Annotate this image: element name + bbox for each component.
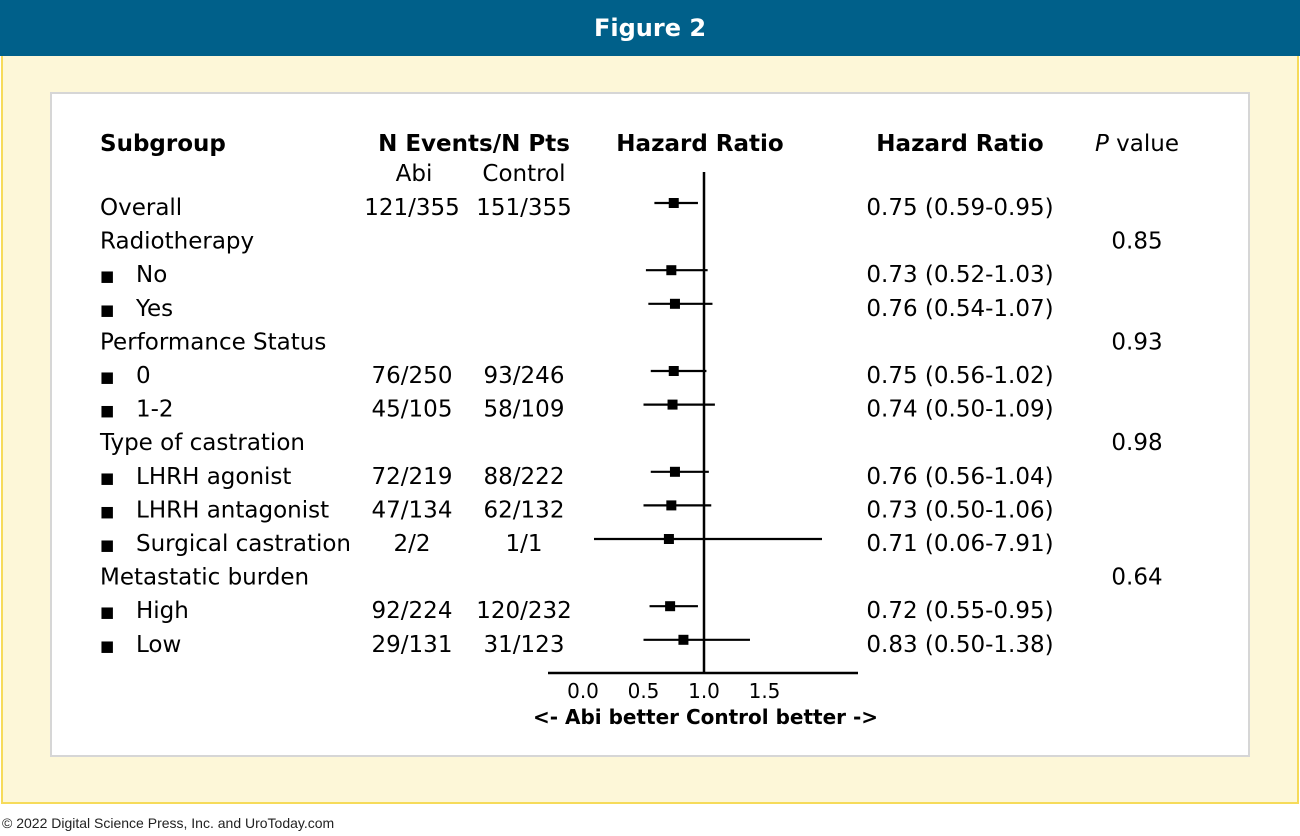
row-label: LHRH agonist bbox=[136, 464, 291, 490]
x-tick-label: 0.0 bbox=[567, 679, 599, 703]
row-label: 1-2 bbox=[136, 397, 174, 423]
hr-point bbox=[666, 265, 677, 276]
row-hr-text: 0.76 (0.56-1.04) bbox=[866, 464, 1053, 490]
row-p-value: 0.98 bbox=[1111, 430, 1162, 456]
row-bullet: ■ bbox=[100, 368, 114, 386]
row-label: Overall bbox=[100, 195, 182, 221]
row-abi: 29/131 bbox=[372, 632, 453, 658]
row-control: 93/246 bbox=[484, 363, 565, 389]
x-tick-label: 1.5 bbox=[749, 679, 781, 703]
row-abi: 2/2 bbox=[393, 531, 430, 557]
row-hr-text: 0.73 (0.52-1.03) bbox=[866, 262, 1053, 288]
row-bullet: ■ bbox=[100, 469, 114, 487]
hr-point bbox=[663, 534, 674, 544]
hr-point bbox=[669, 466, 680, 477]
row-abi: 121/355 bbox=[364, 195, 460, 221]
row-label: Yes bbox=[135, 296, 173, 322]
x-tick-label: 0.5 bbox=[628, 679, 660, 703]
row-control: 120/232 bbox=[476, 598, 572, 624]
hr-point bbox=[667, 399, 678, 410]
hr-point bbox=[666, 500, 677, 511]
row-label: LHRH antagonist bbox=[136, 497, 329, 523]
figure-title: Figure 2 bbox=[593, 14, 707, 42]
row-abi: 47/134 bbox=[372, 497, 453, 523]
header-abi: Abi bbox=[396, 161, 433, 187]
p-rest: value bbox=[1109, 131, 1179, 157]
row-p-value: 0.85 bbox=[1111, 229, 1162, 255]
row-bullet: ■ bbox=[100, 301, 114, 319]
row-label: Low bbox=[136, 632, 181, 658]
row-abi: 76/250 bbox=[372, 363, 453, 389]
x-tick-label: 1.0 bbox=[688, 679, 720, 703]
row-label: Metastatic burden bbox=[100, 565, 309, 591]
row-control: 31/123 bbox=[484, 632, 565, 658]
row-label: High bbox=[136, 598, 189, 624]
row-hr-text: 0.73 (0.50-1.06) bbox=[866, 497, 1053, 523]
row-bullet: ■ bbox=[100, 267, 114, 285]
row-abi: 92/224 bbox=[372, 598, 453, 624]
row-control: 151/355 bbox=[476, 195, 572, 221]
copyright-footer: © 2022 Digital Science Press, Inc. and U… bbox=[2, 815, 335, 831]
row-bullet: ■ bbox=[100, 603, 114, 621]
row-hr-text: 0.75 (0.56-1.02) bbox=[866, 363, 1053, 389]
row-hr-text: 0.72 (0.55-0.95) bbox=[866, 598, 1053, 624]
row-control: 62/132 bbox=[484, 497, 565, 523]
x-label-abi-better: <- Abi better bbox=[533, 705, 679, 729]
row-hr-text: 0.71 (0.06-7.91) bbox=[866, 531, 1053, 557]
row-label: No bbox=[136, 262, 167, 288]
hr-point bbox=[665, 601, 676, 612]
row-label: 0 bbox=[136, 363, 151, 389]
header-subgroup: Subgroup bbox=[100, 131, 226, 157]
hr-point bbox=[678, 634, 689, 645]
header-hazard-ratio-value: Hazard Ratio bbox=[876, 131, 1043, 157]
row-label: Radiotherapy bbox=[100, 229, 254, 255]
hr-point bbox=[668, 198, 679, 208]
row-label: Performance Status bbox=[100, 329, 326, 355]
header-n-events: N Events/N Pts bbox=[378, 131, 570, 157]
row-hr-text: 0.83 (0.50-1.38) bbox=[866, 632, 1053, 658]
figure-header: Figure 2 bbox=[0, 0, 1300, 56]
header-p-value: P value bbox=[1095, 131, 1179, 157]
row-bullet: ■ bbox=[100, 637, 114, 655]
row-control: 58/109 bbox=[484, 397, 565, 423]
row-p-value: 0.93 bbox=[1111, 329, 1162, 355]
hr-point bbox=[668, 366, 679, 376]
row-p-value: 0.64 bbox=[1111, 565, 1162, 591]
row-bullet: ■ bbox=[100, 536, 114, 554]
p-italic: P bbox=[1095, 131, 1109, 157]
row-hr-text: 0.74 (0.50-1.09) bbox=[866, 397, 1053, 423]
row-control: 88/222 bbox=[484, 464, 565, 490]
row-control: 1/1 bbox=[505, 531, 542, 557]
row-label: Surgical castration bbox=[136, 531, 351, 557]
hr-point bbox=[669, 298, 680, 309]
row-label: Type of castration bbox=[99, 430, 305, 456]
row-hr-text: 0.76 (0.54-1.07) bbox=[866, 296, 1053, 322]
row-bullet: ■ bbox=[100, 502, 114, 520]
figure-card bbox=[50, 92, 1250, 757]
row-abi: 72/219 bbox=[372, 464, 453, 490]
row-hr-text: 0.75 (0.59-0.95) bbox=[866, 195, 1053, 221]
header-hazard-ratio-plot: Hazard Ratio bbox=[616, 131, 783, 157]
header-control: Control bbox=[482, 161, 565, 187]
row-abi: 45/105 bbox=[372, 397, 453, 423]
row-bullet: ■ bbox=[100, 402, 114, 420]
x-label-control-better: Control better -> bbox=[686, 705, 878, 729]
